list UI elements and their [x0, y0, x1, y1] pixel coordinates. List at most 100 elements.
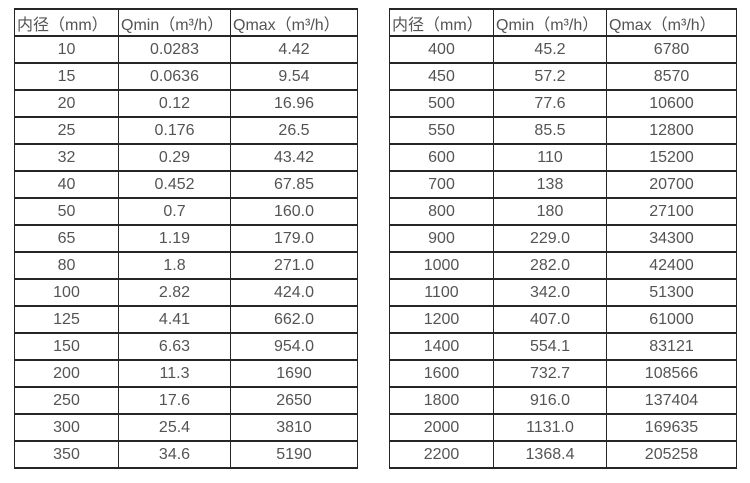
- table-cell: 25.4: [118, 413, 231, 442]
- header-qmax: Qmax（m³/h）: [606, 8, 737, 37]
- table-row: 20 0.12 16.96: [14, 89, 358, 118]
- table-row: 800 180 27100: [389, 197, 737, 226]
- table-row: 10 0.0283 4.42: [14, 35, 358, 64]
- table-cell: 17.6: [118, 386, 231, 415]
- table-row: 300 25.4 3810: [14, 413, 358, 442]
- table-cell: 20: [14, 89, 119, 118]
- table-cell: 12800: [606, 116, 737, 145]
- table-cell: 2.82: [118, 278, 231, 307]
- table-cell: 550: [389, 116, 494, 145]
- table-row: 1100 342.0 51300: [389, 278, 737, 307]
- table-cell: 10: [14, 35, 119, 64]
- table-cell: 554.1: [493, 332, 607, 361]
- flow-table-small-diameters: 内径（mm） Qmin（m³/h） Qmax（m³/h） 10 0.0283 4.4…: [14, 8, 358, 469]
- table-cell: 138: [493, 170, 607, 199]
- table-cell: 0.12: [118, 89, 231, 118]
- table-cell: 26.5: [230, 116, 358, 145]
- table-cell: 85.5: [493, 116, 607, 145]
- table-row: 150 6.63 954.0: [14, 332, 358, 361]
- table-cell: 25: [14, 116, 119, 145]
- table-cell: 6.63: [118, 332, 231, 361]
- table-cell: 83121: [606, 332, 737, 361]
- table-cell: 200: [14, 359, 119, 388]
- table-row: 550 85.5 12800: [389, 116, 737, 145]
- table-cell: 900: [389, 224, 494, 253]
- table-cell: 732.7: [493, 359, 607, 388]
- header-qmax: Qmax（m³/h）: [230, 8, 358, 37]
- table-cell: 916.0: [493, 386, 607, 415]
- table-row: 50 0.7 160.0: [14, 197, 358, 226]
- table-cell: 0.29: [118, 143, 231, 172]
- table-cell: 424.0: [230, 278, 358, 307]
- table-cell: 108566: [606, 359, 737, 388]
- table-cell: 282.0: [493, 251, 607, 280]
- table-cell: 1800: [389, 386, 494, 415]
- table-cell: 2000: [389, 413, 494, 442]
- table-cell: 9.54: [230, 62, 358, 91]
- table-row: 125 4.41 662.0: [14, 305, 358, 334]
- table-cell: 20700: [606, 170, 737, 199]
- table-cell: 1690: [230, 359, 358, 388]
- table-row: 65 1.19 179.0: [14, 224, 358, 253]
- table-cell: 450: [389, 62, 494, 91]
- table-body: 400 45.2 6780 450 57.2 8570 500 77.6 10600 550 85.…: [389, 35, 737, 469]
- table-cell: 27100: [606, 197, 737, 226]
- table-cell: 600: [389, 143, 494, 172]
- table-cell: 6780: [606, 35, 737, 64]
- table-cell: 50: [14, 197, 119, 226]
- table-cell: 800: [389, 197, 494, 226]
- table-cell: 1.19: [118, 224, 231, 253]
- table-row: 2000 1131.0 169635: [389, 413, 737, 442]
- table-row: 1600 732.7 108566: [389, 359, 737, 388]
- table-cell: 42400: [606, 251, 737, 280]
- table-row: 900 229.0 34300: [389, 224, 737, 253]
- table-cell: 205258: [606, 440, 737, 469]
- table-row: 450 57.2 8570: [389, 62, 737, 91]
- header-inner-diameter: 内径（mm）: [389, 8, 494, 37]
- table-cell: 57.2: [493, 62, 607, 91]
- table-cell: 700: [389, 170, 494, 199]
- table-row: 700 138 20700: [389, 170, 737, 199]
- table-cell: 407.0: [493, 305, 607, 334]
- table-cell: 160.0: [230, 197, 358, 226]
- table-row: 80 1.8 271.0: [14, 251, 358, 280]
- table-cell: 77.6: [493, 89, 607, 118]
- header-inner-diameter: 内径（mm）: [14, 8, 119, 37]
- table-cell: 0.0283: [118, 35, 231, 64]
- table-row: 25 0.176 26.5: [14, 116, 358, 145]
- table-cell: 5190: [230, 440, 358, 469]
- table-row: 15 0.0636 9.54: [14, 62, 358, 91]
- table-cell: 250: [14, 386, 119, 415]
- table-cell: 179.0: [230, 224, 358, 253]
- table-cell: 16.96: [230, 89, 358, 118]
- table-row: 400 45.2 6780: [389, 35, 737, 64]
- table-cell: 1400: [389, 332, 494, 361]
- table-header-row: 内径（mm） Qmin（m³/h） Qmax（m³/h）: [389, 8, 737, 37]
- table-cell: 10600: [606, 89, 737, 118]
- table-cell: 1.8: [118, 251, 231, 280]
- table-cell: 32: [14, 143, 119, 172]
- header-qmin: Qmin（m³/h）: [118, 8, 231, 37]
- table-row: 1800 916.0 137404: [389, 386, 737, 415]
- header-qmin: Qmin（m³/h）: [493, 8, 607, 37]
- table-cell: 45.2: [493, 35, 607, 64]
- table-cell: 1100: [389, 278, 494, 307]
- table-cell: 150: [14, 332, 119, 361]
- table-cell: 271.0: [230, 251, 358, 280]
- table-cell: 500: [389, 89, 494, 118]
- table-row: 600 110 15200: [389, 143, 737, 172]
- table-cell: 180: [493, 197, 607, 226]
- table-cell: 0.0636: [118, 62, 231, 91]
- flow-table-large-diameters: 内径（mm） Qmin（m³/h） Qmax（m³/h） 400 45.2 6780…: [389, 8, 737, 469]
- table-cell: 662.0: [230, 305, 358, 334]
- table-cell: 67.85: [230, 170, 358, 199]
- table-cell: 11.3: [118, 359, 231, 388]
- table-cell: 0.7: [118, 197, 231, 226]
- table-cell: 2200: [389, 440, 494, 469]
- table-row: 200 11.3 1690: [14, 359, 358, 388]
- table-cell: 2650: [230, 386, 358, 415]
- table-cell: 350: [14, 440, 119, 469]
- table-cell: 34300: [606, 224, 737, 253]
- table-body: 10 0.0283 4.42 15 0.0636 9.54 20 0.12 16.96 25 0.1…: [14, 35, 358, 469]
- table-cell: 125: [14, 305, 119, 334]
